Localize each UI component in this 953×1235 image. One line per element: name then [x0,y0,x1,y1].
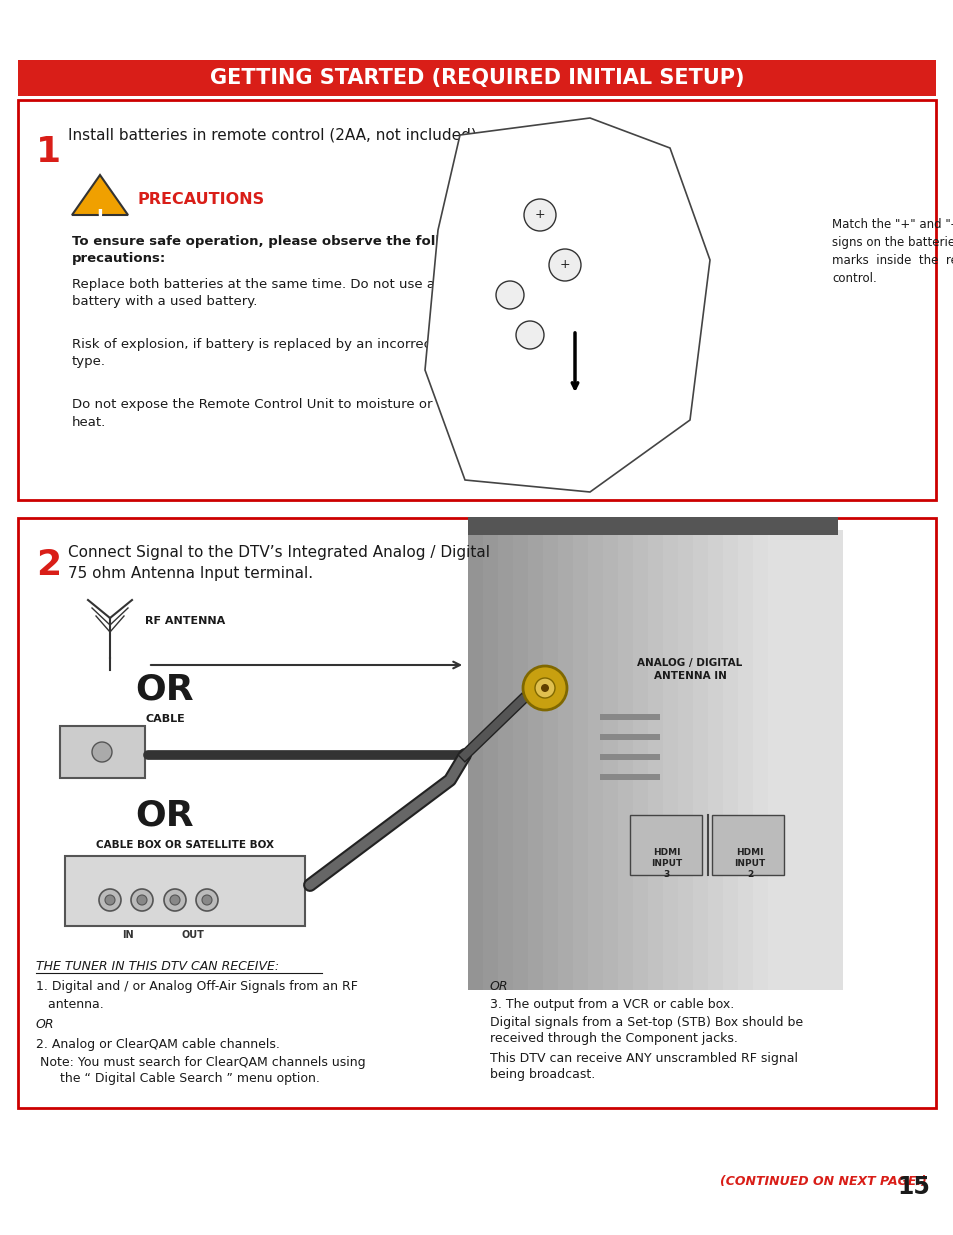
Text: RF ANTENNA: RF ANTENNA [145,616,225,626]
Bar [633,530,647,990]
Text: OR: OR [135,798,194,832]
Bar [618,530,633,990]
Circle shape [202,895,212,905]
Bar [647,530,662,990]
Bar [65,856,305,926]
Bar [629,815,701,876]
Text: Do not expose the Remote Control Unit to moisture or
heat.: Do not expose the Remote Control Unit to… [71,398,432,429]
Text: To ensure safe operation, please observe the following
precautions:: To ensure safe operation, please observe… [71,235,484,266]
Bar [513,530,527,990]
Bar [599,714,659,720]
Bar [711,815,783,876]
Text: antenna.: antenna. [36,998,104,1011]
Circle shape [523,199,556,231]
Text: ANALOG / DIGITAL
ANTENNA IN: ANALOG / DIGITAL ANTENNA IN [637,658,741,682]
Text: !: ! [95,207,104,227]
Bar [738,530,752,990]
Bar [602,530,618,990]
Text: Risk of explosion, if battery is replaced by an incorrect
type.: Risk of explosion, if battery is replace… [71,338,436,368]
Bar [599,755,659,760]
Bar [707,530,722,990]
Text: Note: You must search for ClearQAM channels using: Note: You must search for ClearQAM chann… [36,1056,365,1070]
Bar [678,530,692,990]
Text: IN: IN [122,930,133,940]
Text: 1: 1 [36,135,61,169]
Bar [782,530,797,990]
Text: OR: OR [135,673,194,706]
Text: CABLE: CABLE [145,714,185,724]
Text: Connect Signal to the DTV’s Integrated Analog / Digital
75 ohm Antenna Input ter: Connect Signal to the DTV’s Integrated A… [68,545,490,580]
Text: HDMI
INPUT
3: HDMI INPUT 3 [651,848,682,879]
Circle shape [496,282,523,309]
Text: +: + [534,209,545,221]
Text: Digital signals from a Set-top (STB) Box should be: Digital signals from a Set-top (STB) Box… [490,1016,802,1029]
Text: Install batteries in remote control (2AA, not included).: Install batteries in remote control (2AA… [68,128,481,143]
Text: (CONTINUED ON NEXT PAGE.): (CONTINUED ON NEXT PAGE.) [720,1174,926,1188]
Circle shape [195,889,218,911]
Bar [482,530,497,990]
Text: OR: OR [36,1018,54,1031]
Circle shape [164,889,186,911]
Circle shape [137,895,147,905]
Text: +: + [559,258,570,272]
Circle shape [99,889,121,911]
Text: CABLE BOX OR SATELLITE BOX: CABLE BOX OR SATELLITE BOX [96,840,274,850]
Text: received through the Component jacks.: received through the Component jacks. [490,1032,737,1045]
Bar [573,530,587,990]
Text: being broadcast.: being broadcast. [490,1068,595,1081]
Text: 15: 15 [896,1174,929,1199]
Text: 2: 2 [36,548,61,582]
Bar [60,726,145,778]
Circle shape [522,666,566,710]
Text: GETTING STARTED (REQUIRED INITIAL SETUP): GETTING STARTED (REQUIRED INITIAL SETUP) [210,68,743,88]
Bar [752,530,767,990]
Bar [599,774,659,781]
Bar [558,530,573,990]
Polygon shape [424,119,709,492]
Circle shape [535,678,555,698]
Bar [497,530,513,990]
Bar [18,517,935,1108]
Polygon shape [71,175,128,215]
Circle shape [105,895,115,905]
Text: Replace both batteries at the same time. Do not use a new
battery with a used ba: Replace both batteries at the same time.… [71,278,466,309]
Circle shape [131,889,152,911]
Bar [527,530,542,990]
Text: Match the "+" and "–"
signs on the batteries with
marks  inside  the  remote
con: Match the "+" and "–" signs on the batte… [831,219,953,285]
Bar [692,530,707,990]
Bar [587,530,602,990]
Circle shape [540,684,548,692]
Circle shape [516,321,543,350]
Text: OR: OR [490,981,508,993]
Circle shape [91,742,112,762]
Text: 3. The output from a VCR or cable box.: 3. The output from a VCR or cable box. [490,998,734,1011]
Text: 1. Digital and / or Analog Off-Air Signals from an RF: 1. Digital and / or Analog Off-Air Signa… [36,981,357,993]
Bar [468,517,837,535]
Text: HDMI
INPUT
2: HDMI INPUT 2 [734,848,765,879]
Bar [812,530,827,990]
Text: the “ Digital Cable Search ” menu option.: the “ Digital Cable Search ” menu option… [36,1072,319,1086]
Bar [18,61,935,96]
Text: This DTV can receive ANY unscrambled RF signal: This DTV can receive ANY unscrambled RF … [490,1052,797,1065]
Bar [797,530,812,990]
Text: PRECAUTIONS: PRECAUTIONS [138,191,265,207]
Circle shape [548,249,580,282]
Text: THE TUNER IN THIS DTV CAN RECEIVE:: THE TUNER IN THIS DTV CAN RECEIVE: [36,960,279,973]
Bar [662,530,678,990]
Bar [827,530,842,990]
Bar [599,734,659,740]
Text: 2. Analog or ClearQAM cable channels.: 2. Analog or ClearQAM cable channels. [36,1037,279,1051]
Bar [468,530,482,990]
Circle shape [170,895,180,905]
Bar [542,530,558,990]
Bar [767,530,782,990]
Text: OUT: OUT [181,930,204,940]
Bar [722,530,738,990]
Bar [18,100,935,500]
